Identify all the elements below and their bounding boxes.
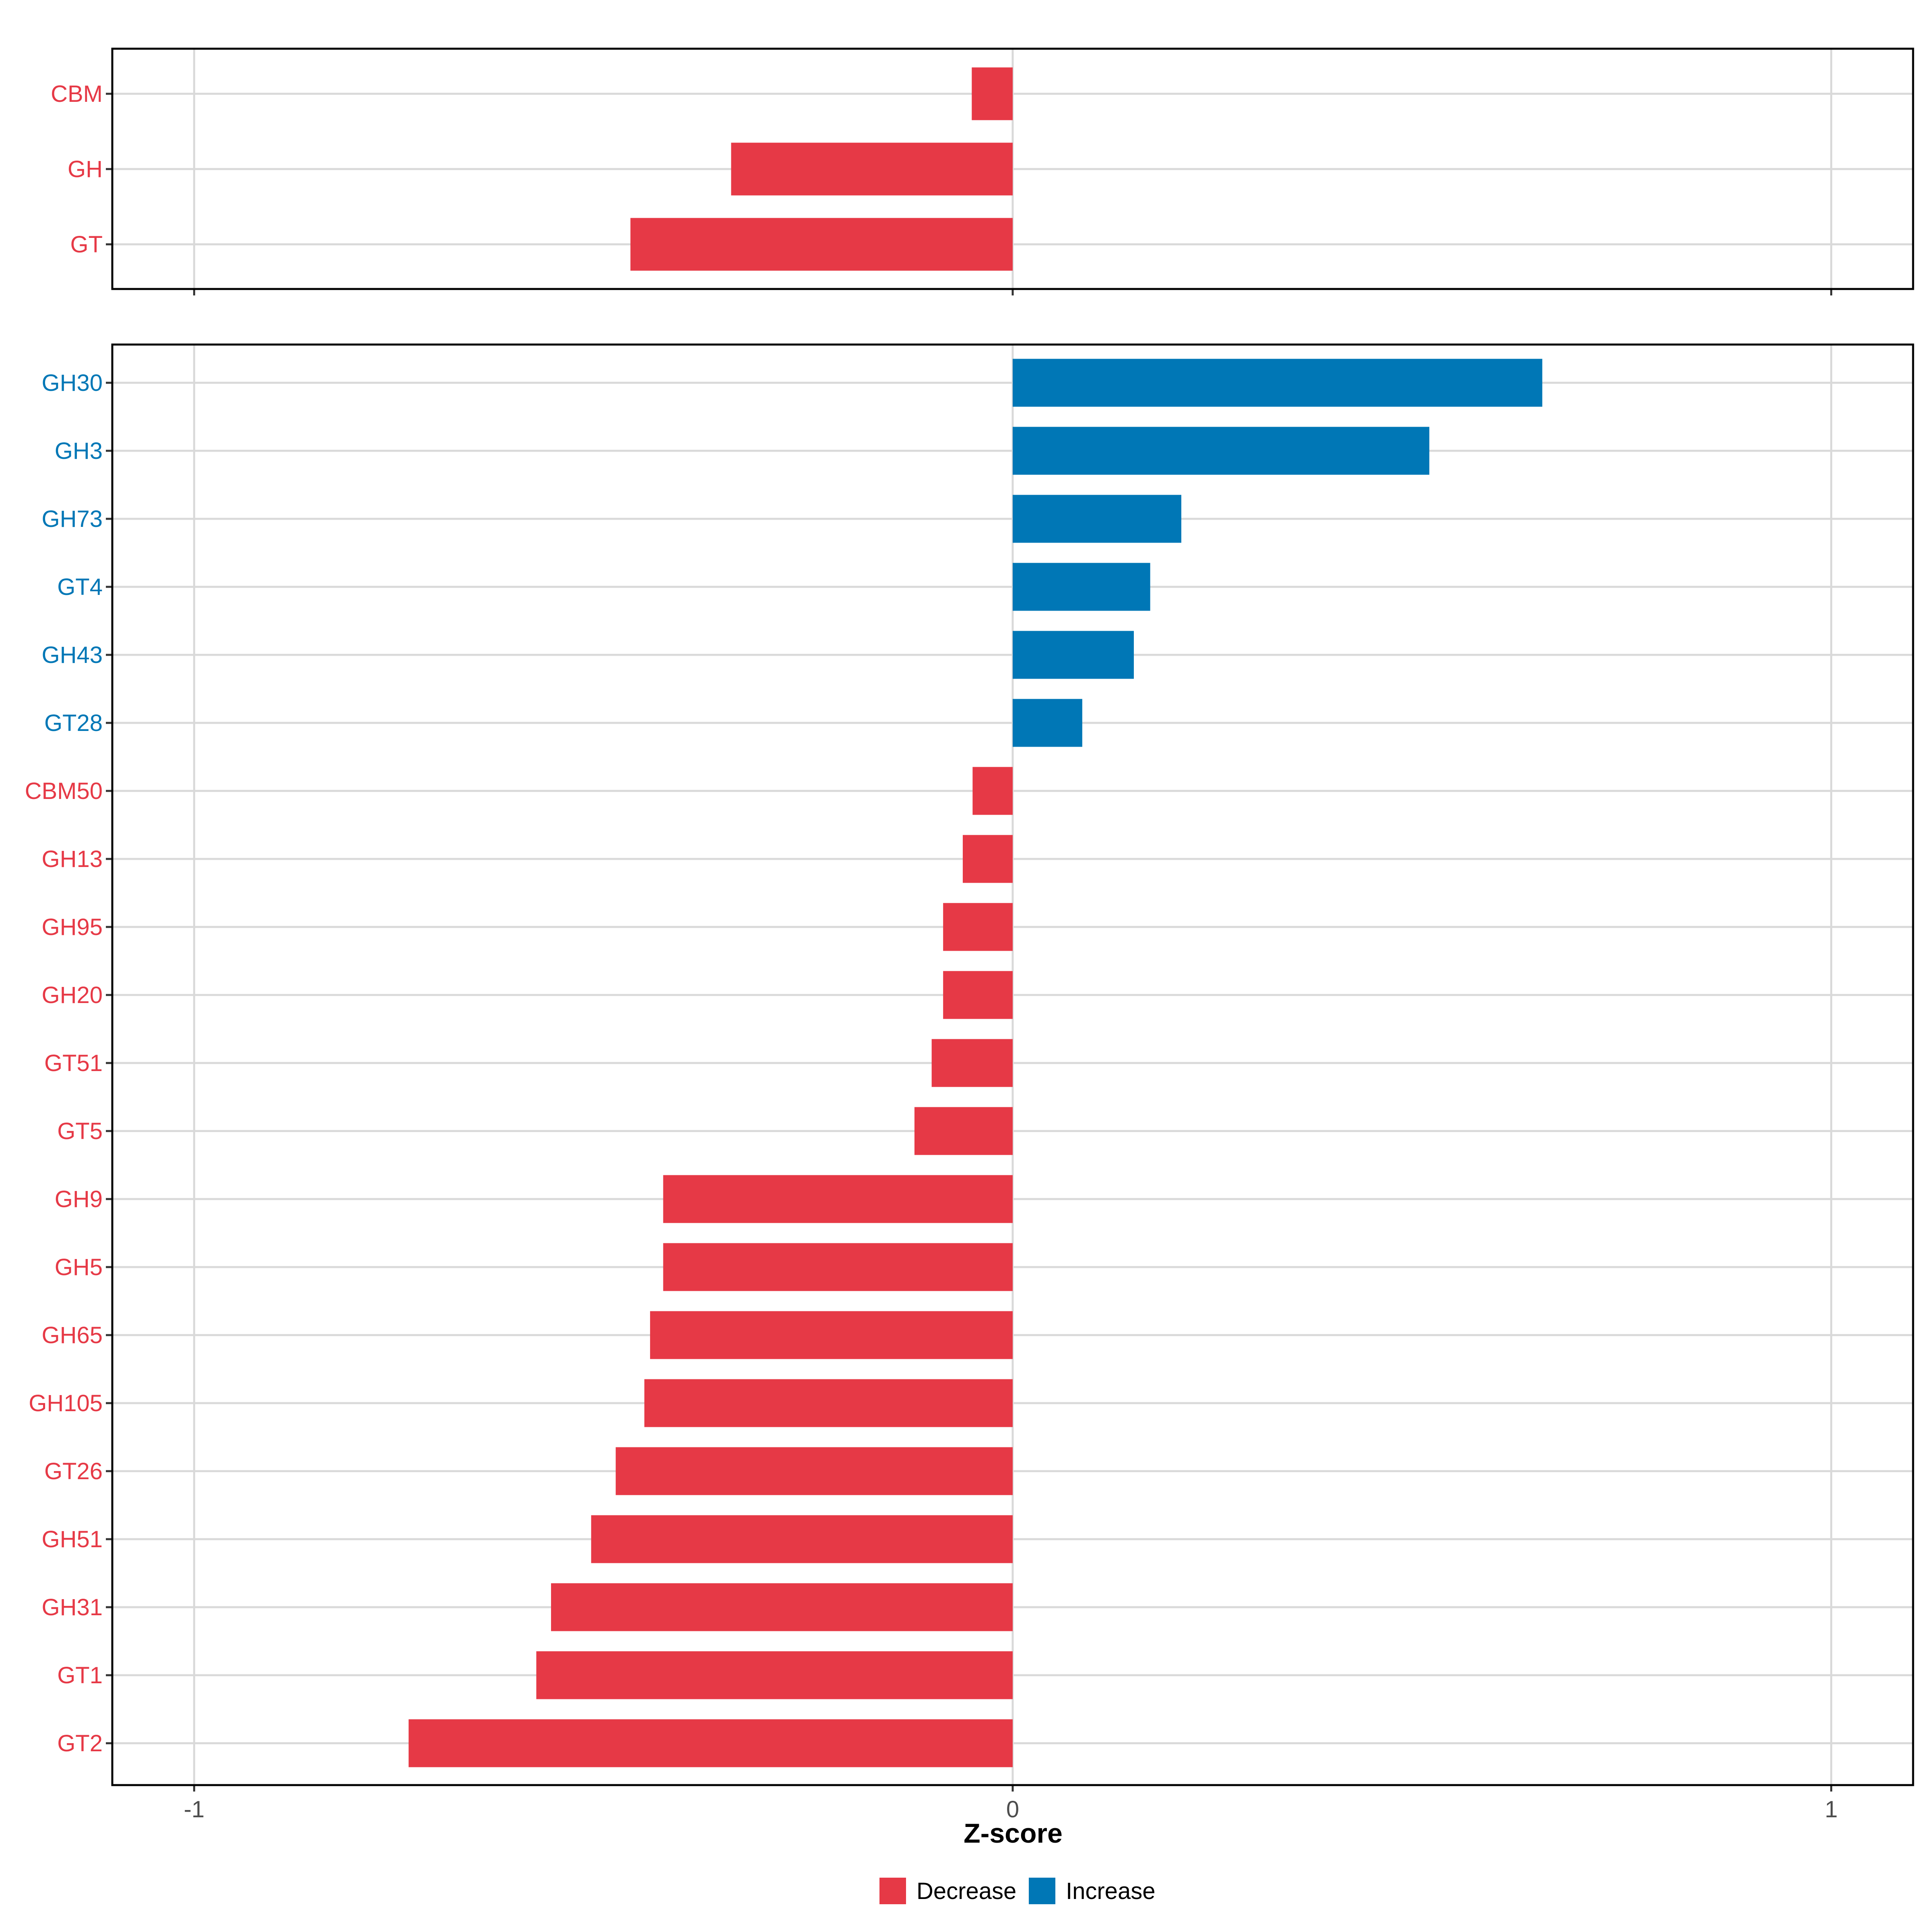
bar-gh9	[663, 1175, 1013, 1223]
bar-gh105	[644, 1379, 1013, 1427]
x-axis-title: Z-score	[964, 1818, 1063, 1849]
y-tick-label-gh5: GH5	[55, 1254, 103, 1280]
y-tick-label-gt26: GT26	[44, 1458, 103, 1484]
y-tick-label-gt28: GT28	[44, 710, 103, 736]
bar-gh31	[551, 1583, 1013, 1631]
y-tick-label-gh105: GH105	[29, 1390, 103, 1416]
bar-gt2	[409, 1719, 1013, 1767]
y-tick-label-gt5: GT5	[57, 1118, 103, 1144]
legend-label-decrease: Decrease	[916, 1878, 1016, 1904]
y-tick-label-gh73: GH73	[41, 506, 103, 532]
bar-gh30	[1013, 359, 1542, 407]
bar-gt26	[615, 1447, 1013, 1495]
legend-swatch-decrease	[879, 1878, 906, 1904]
y-tick-label-gh20: GH20	[41, 982, 103, 1008]
y-tick-label-gh: GH	[68, 156, 103, 182]
bar-gh51	[591, 1515, 1013, 1563]
y-tick-label-gh13: GH13	[41, 846, 103, 872]
bar-gt5	[914, 1107, 1013, 1155]
legend-swatch-increase	[1029, 1878, 1055, 1904]
legend: Decrease Increase	[879, 1878, 1155, 1904]
panel-border	[111, 343, 1914, 1786]
bar-cbm50	[972, 767, 1013, 815]
bar-gh	[731, 142, 1013, 196]
y-tick-label-cbm50: CBM50	[25, 778, 103, 804]
bar-gh5	[663, 1243, 1013, 1291]
legend-label-increase: Increase	[1066, 1878, 1155, 1904]
bar-gh65	[650, 1311, 1013, 1359]
bar-gh13	[962, 835, 1013, 883]
y-tick-label-gh9: GH9	[55, 1186, 103, 1212]
bar-gt4	[1013, 563, 1150, 611]
bar-gh95	[943, 903, 1013, 951]
bar-gt51	[931, 1039, 1013, 1087]
top-panel: CBM GH GT	[51, 47, 1914, 295]
bar-gh20	[943, 971, 1013, 1019]
y-tick-label-gt1: GT1	[57, 1662, 103, 1688]
y-tick-label-gt2: GT2	[57, 1730, 103, 1757]
y-tick-label-cbm: CBM	[51, 81, 103, 107]
y-tick-label-gt51: GT51	[44, 1050, 103, 1076]
bar-gh43	[1013, 631, 1134, 679]
y-tick-label-gh30: GH30	[41, 370, 103, 396]
y-tick-label-gh43: GH43	[41, 642, 103, 668]
y-tick-label-gh3: GH3	[55, 438, 103, 464]
panel-border	[111, 47, 1914, 290]
bar-cbm	[972, 67, 1013, 120]
bar-gt28	[1013, 699, 1082, 747]
x-tick-label: 1	[1825, 1796, 1838, 1823]
bar-gt1	[536, 1651, 1013, 1699]
y-tick-label-gh95: GH95	[41, 914, 103, 940]
y-tick-label-gt: GT	[70, 231, 103, 258]
x-tick-label: 0	[1006, 1796, 1019, 1823]
y-tick-label-gh65: GH65	[41, 1322, 103, 1348]
bar-gh73	[1013, 495, 1181, 543]
bar-gh3	[1013, 427, 1430, 475]
y-tick-label-gt4: GT4	[57, 574, 103, 600]
y-tick-label-gh31: GH31	[41, 1594, 103, 1620]
bottom-panel: GH30 GH3 GH73 GT4 GH43 GT28 CBM50 GH13 GH95 GH20 G…	[25, 343, 1914, 1823]
y-tick-label-gh51: GH51	[41, 1526, 103, 1552]
bar-gt	[630, 218, 1013, 271]
x-tick-label: -1	[184, 1796, 205, 1823]
